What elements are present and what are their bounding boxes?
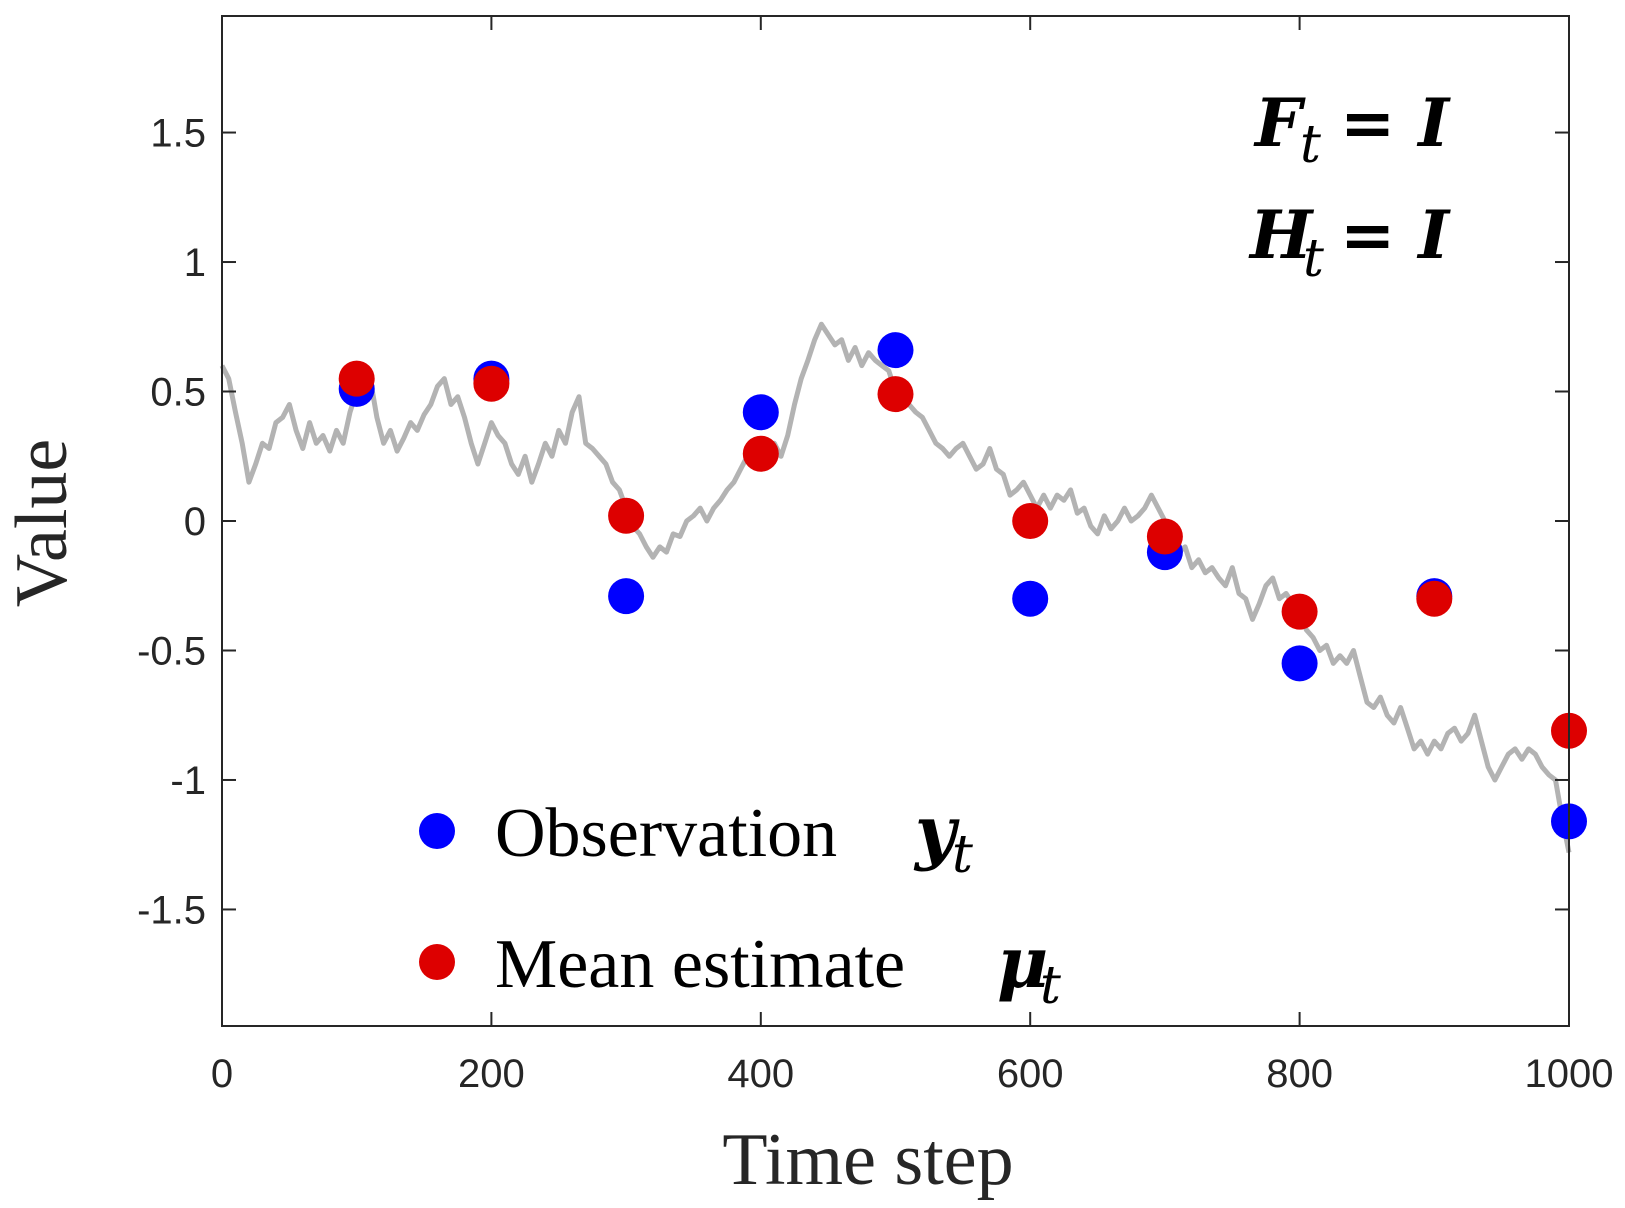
y-axis-title: Value: [1, 439, 83, 608]
point-mean-estimate: [473, 365, 510, 402]
point-mean-estimate: [1281, 593, 1318, 630]
point-observation: [1012, 580, 1049, 617]
point-mean-estimate: [877, 376, 914, 413]
points-layer: [338, 332, 1587, 840]
point-observation: [1281, 645, 1318, 682]
point-mean-estimate: [1012, 503, 1049, 539]
annotation-f-symbol: F: [1253, 84, 1306, 162]
annotation-h-symbol: H: [1248, 196, 1315, 274]
y-tick-label: -1.5: [137, 888, 206, 932]
ticks-layer: 0 200 400 600 800 1000 1.5 1 0.5 0 -0.5 -1 -1.5: [137, 16, 1613, 1096]
annotation-h: H t = I: [1248, 196, 1451, 289]
point-mean-estimate: [608, 497, 645, 534]
annotation-h-subscript: t: [1303, 229, 1324, 289]
point-mean-estimate: [1146, 518, 1183, 555]
x-tick-label: 600: [997, 1052, 1064, 1096]
y-tick-label: 0.5: [150, 371, 206, 415]
y-tick-label: 1.5: [150, 112, 206, 156]
legend-item-observation: Observation y t: [419, 790, 973, 885]
x-tick-label: 800: [1266, 1052, 1333, 1096]
legend-subscript-mean-estimate: t: [1040, 956, 1061, 1016]
point-mean-estimate: [1416, 580, 1453, 617]
legend-item-mean-estimate: Mean estimate μ t: [419, 921, 1061, 1016]
legend-label-observation: Observation: [495, 795, 837, 872]
legend-marker-observation: [419, 813, 455, 849]
annotation-f-subscript: t: [1300, 115, 1321, 175]
legend: Observation y t Mean estimate μ t: [419, 790, 1061, 1016]
point-observation: [877, 332, 914, 369]
y-tick-label: -1: [170, 759, 206, 803]
point-observation: [608, 578, 645, 615]
x-tick-label: 200: [458, 1052, 525, 1096]
point-mean-estimate: [338, 360, 375, 397]
legend-symbol-observation: y: [913, 790, 960, 873]
annotation-h-rest: = I: [1340, 196, 1451, 274]
legend-symbol-mean-estimate: μ: [997, 921, 1048, 1004]
legend-marker-mean-estimate: [419, 944, 455, 980]
x-axis-title: Time step: [722, 1119, 1013, 1201]
y-tick-label: 0: [184, 500, 206, 544]
point-mean-estimate: [742, 435, 779, 472]
annotation-f: F t = I: [1253, 84, 1451, 175]
legend-subscript-observation: t: [952, 825, 973, 885]
x-tick-label: 400: [727, 1052, 794, 1096]
legend-label-mean-estimate: Mean estimate: [495, 926, 905, 1003]
annotation-f-rest: = I: [1340, 84, 1451, 162]
y-tick-label: 1: [184, 241, 206, 285]
x-tick-label: 1000: [1525, 1052, 1614, 1096]
x-tick-label: 0: [211, 1052, 233, 1096]
point-observation: [742, 394, 779, 431]
y-tick-label: -0.5: [137, 629, 206, 673]
